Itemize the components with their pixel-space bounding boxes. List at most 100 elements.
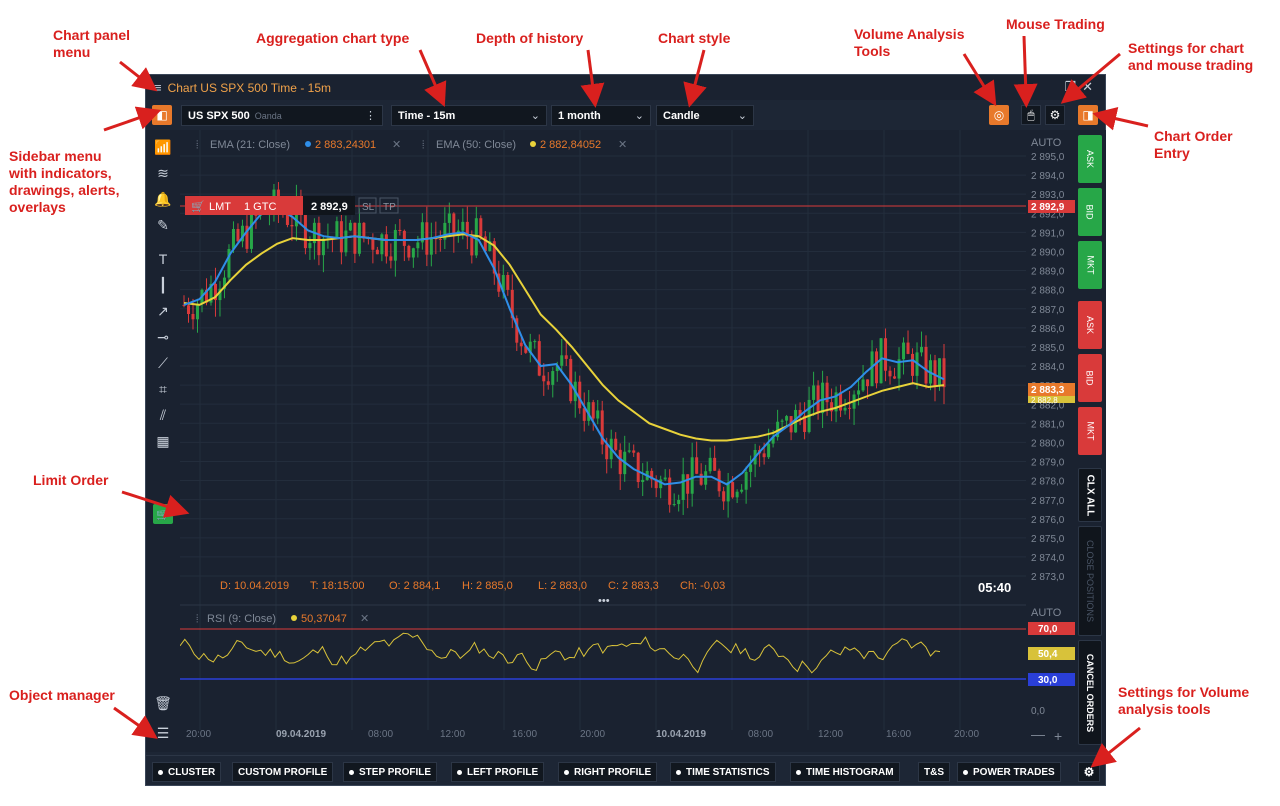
- candle-body: [803, 415, 807, 432]
- draw-icon[interactable]: ✎: [157, 216, 169, 233]
- time-statistics-button[interactable]: TIME STATISTICS: [670, 762, 776, 782]
- limit-order-cart-icon[interactable]: 🛒: [153, 504, 173, 524]
- price-tick-label: 2 882,0: [1031, 400, 1065, 411]
- close-positions-button[interactable]: CLOSE POSITIONS: [1078, 526, 1102, 636]
- rsi-dot: [291, 615, 297, 621]
- candle-body: [839, 392, 843, 411]
- candle-body: [821, 382, 825, 414]
- market-sell-button[interactable]: MKT: [1078, 407, 1102, 455]
- ask-limit-button[interactable]: ASK: [1078, 135, 1102, 183]
- step-profile-button[interactable]: STEP PROFILE: [343, 762, 438, 782]
- arrow-tool-icon[interactable]: ↗: [157, 302, 169, 319]
- candle-body: [722, 491, 726, 502]
- right-profile-button[interactable]: RIGHT PROFILE: [558, 762, 658, 782]
- object-manager-list-icon[interactable]: ☰: [156, 724, 170, 741]
- candle-body: [465, 221, 469, 237]
- candle-body: [245, 225, 249, 249]
- candle-body: [528, 341, 532, 353]
- candle-body: [501, 274, 505, 292]
- chart-area[interactable]: ⦙ EMA (21: Close) 2 883,24301 ✕ ⦙ EMA (5…: [179, 130, 1026, 752]
- horizontal-line-icon[interactable]: ⊸: [157, 328, 169, 345]
- candle-body: [308, 243, 312, 249]
- candle-body: [479, 218, 483, 237]
- price-tick-label: 2 874,0: [1031, 553, 1065, 564]
- time-tick-label: 08:00: [368, 729, 393, 740]
- candle-body: [587, 402, 591, 421]
- price-axis[interactable]: AUTO 2 895,0 2 894,0 2 893,0 2 892,0 2 891,0…: [1026, 130, 1075, 752]
- candle-body: [182, 304, 186, 306]
- candle-body: [812, 385, 816, 400]
- trash-icon[interactable]: 🗑: [154, 694, 172, 711]
- price-tick-label: 2 887,0: [1031, 305, 1065, 316]
- ema21-line: [183, 206, 945, 486]
- time-tick-label: 12:00: [440, 729, 465, 740]
- candle-body: [195, 303, 199, 320]
- window-controls[interactable]: ❐✕: [1064, 79, 1099, 94]
- history-dropdown[interactable]: 1 month ⌄: [551, 105, 651, 126]
- rsi-current-marker: [1028, 647, 1075, 660]
- candle-body: [186, 305, 190, 315]
- candle-body: [924, 346, 928, 384]
- status-dot: [349, 769, 354, 775]
- left-profile-button[interactable]: LEFT PROFILE: [451, 762, 545, 782]
- candle-body: [461, 221, 465, 231]
- aggregation-dropdown[interactable]: Time - 15m ⌄: [391, 105, 547, 126]
- candle-body: [411, 248, 415, 258]
- text-tool-icon[interactable]: T: [158, 251, 168, 267]
- settings-gear-icon[interactable]: ⚙: [1045, 105, 1065, 125]
- candle-body: [690, 457, 694, 494]
- hamburger-menu-icon[interactable]: ≡: [154, 80, 162, 95]
- time-tick-label: 20:00: [186, 729, 211, 740]
- symbol-selector[interactable]: US SPX 500 Oanda ⋮: [181, 105, 383, 126]
- trend-line-icon[interactable]: ⟋: [158, 354, 168, 371]
- mouse-trading-button[interactable]: 🖱: [1021, 105, 1041, 125]
- style-dropdown[interactable]: Candle ⌄: [656, 105, 754, 126]
- pane-resize-handle: •••: [598, 595, 610, 607]
- chart-panel-toggle-button[interactable]: ◧: [152, 105, 172, 125]
- status-dot: [158, 769, 163, 775]
- cancel-orders-button[interactable]: CANCEL ORDERS: [1078, 640, 1102, 745]
- bid-limit-button[interactable]: BID: [1078, 188, 1102, 236]
- vertical-line-icon[interactable]: ┃: [158, 276, 168, 293]
- price-tick-label: 2 885,0: [1031, 343, 1065, 354]
- time-histogram-button[interactable]: TIME HISTOGRAM: [790, 762, 900, 782]
- bid-sell-button[interactable]: BID: [1078, 354, 1102, 402]
- market-buy-button[interactable]: MKT: [1078, 241, 1102, 289]
- status-dot: [457, 769, 462, 775]
- candle-body: [389, 256, 393, 261]
- price-axis-panel[interactable]: AUTO 2 895,0 2 894,0 2 893,0 2 892,0 2 891,0…: [1026, 130, 1075, 752]
- limit-order-box: [185, 196, 303, 215]
- price-tick-label: 2 873,0: [1031, 572, 1065, 583]
- order-entry-toggle-button[interactable]: ◨: [1078, 105, 1098, 125]
- candle-body: [488, 241, 492, 252]
- candle-body: [510, 289, 514, 319]
- volume-settings-gear-icon[interactable]: ⚙: [1078, 762, 1100, 782]
- candle-body: [681, 474, 685, 500]
- ask-sell-button[interactable]: ASK: [1078, 301, 1102, 349]
- time-and-sales-button[interactable]: T&S: [918, 762, 950, 782]
- candle-body: [335, 221, 339, 239]
- price-tick-label: 2 884,0: [1031, 362, 1065, 373]
- power-trades-button[interactable]: POWER TRADES: [957, 762, 1061, 782]
- volume-analysis-button[interactable]: ◎: [989, 105, 1009, 125]
- annotation-limit-order: Limit Order: [33, 472, 109, 488]
- alert-bell-icon[interactable]: 🔔: [154, 190, 172, 207]
- rectangle-tool-icon[interactable]: ⌗: [159, 380, 167, 397]
- fibonacci-icon[interactable]: ⫽: [159, 406, 167, 423]
- candle-body: [434, 238, 438, 240]
- custom-profile-button[interactable]: CUSTOM PROFILE: [232, 762, 334, 782]
- cancel-all-button[interactable]: CLX ALL: [1078, 468, 1102, 522]
- status-dot: [564, 769, 569, 775]
- cluster-button[interactable]: CLUSTER: [152, 762, 222, 782]
- chart-canvas[interactable]: ⦙ EMA (21: Close) 2 883,24301 ✕ ⦙ EMA (5…: [179, 130, 1026, 752]
- time-tick-label: 09.04.2019: [276, 729, 326, 740]
- candle-body: [506, 274, 510, 290]
- candle-body: [902, 342, 906, 360]
- indicators-icon[interactable]: 📶: [154, 138, 172, 155]
- candle-body: [870, 351, 874, 387]
- candle-body: [492, 241, 496, 274]
- layers-icon[interactable]: ≋: [157, 164, 169, 181]
- candle-body: [744, 471, 748, 490]
- calendar-icon[interactable]: ▦: [156, 432, 170, 449]
- ohlc-date: D: 10.04.2019: [220, 580, 289, 592]
